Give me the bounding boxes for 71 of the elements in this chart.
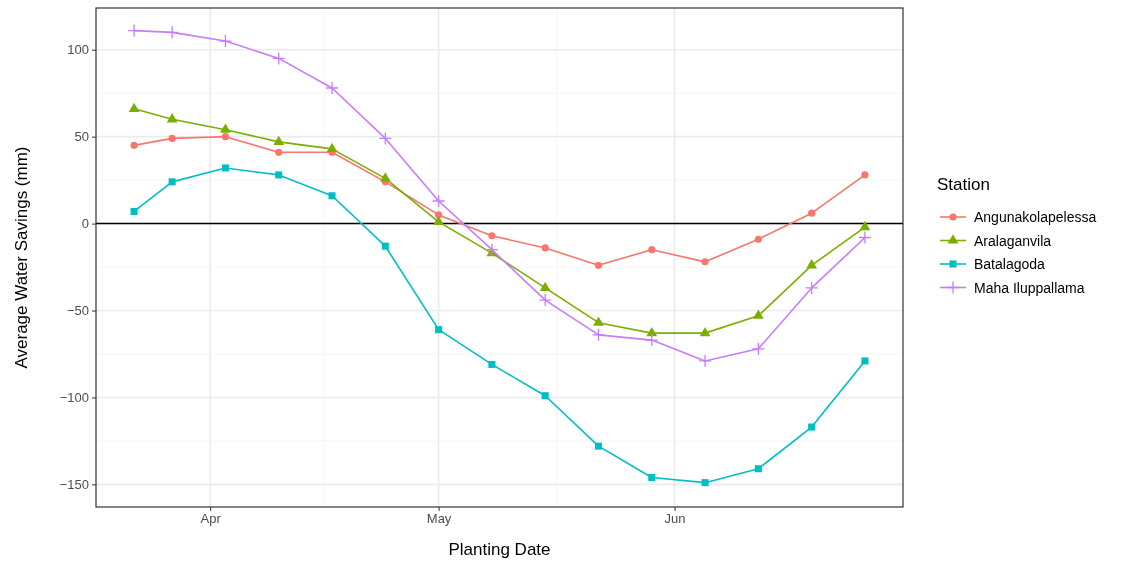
legend-label: Maha Iluppallama (974, 279, 1085, 296)
point (858, 230, 872, 245)
point (166, 113, 178, 123)
point (541, 392, 549, 400)
point (127, 23, 141, 38)
point (165, 25, 179, 39)
y-tick-label: 0 (81, 216, 89, 232)
x-tick-label: Jun (664, 511, 686, 527)
legend-label: Angunakolapelessa (974, 209, 1097, 225)
point (808, 423, 816, 431)
point (128, 102, 140, 112)
legend-label: Aralaganvila (974, 232, 1052, 249)
legend-label: Batalagoda (974, 256, 1046, 272)
point (861, 357, 869, 365)
point (168, 134, 176, 142)
point (701, 479, 709, 487)
x-tick-label: Apr (200, 511, 222, 527)
y-tick-label: −150 (59, 477, 89, 493)
y-tick-label: 50 (74, 129, 89, 145)
point (325, 81, 339, 95)
point (220, 123, 231, 133)
point (539, 281, 551, 292)
x-tick-label: May (426, 511, 452, 527)
point (272, 51, 286, 66)
point (804, 281, 819, 295)
point (379, 172, 391, 182)
point (431, 194, 446, 208)
point (221, 164, 229, 172)
point (591, 328, 606, 342)
point (130, 207, 138, 215)
point (648, 473, 656, 481)
point (646, 326, 658, 337)
point (751, 342, 765, 356)
point (645, 333, 659, 347)
x-axis-title: Planting Date (448, 540, 551, 559)
point (381, 242, 389, 250)
point (806, 259, 818, 269)
point (275, 171, 283, 179)
point (538, 293, 552, 307)
point (433, 215, 444, 225)
point (168, 178, 176, 186)
point (378, 131, 392, 146)
point (275, 148, 283, 156)
point (754, 235, 762, 243)
point (218, 34, 233, 48)
point (594, 442, 603, 450)
point (273, 135, 285, 145)
y-axis-title: Average Water Savings (mm) (12, 146, 31, 369)
point (859, 220, 871, 231)
point (698, 354, 712, 368)
point (593, 316, 604, 326)
point (808, 209, 816, 217)
legend-title: Station (937, 175, 990, 194)
point (699, 326, 711, 337)
point (594, 261, 603, 269)
point (435, 326, 443, 334)
point (488, 360, 496, 368)
point (326, 142, 338, 152)
point (701, 258, 709, 266)
point (328, 192, 336, 200)
point (754, 465, 762, 473)
y-tick-label: 100 (67, 42, 89, 58)
y-tick-label: −50 (66, 303, 89, 319)
y-tick-label: −100 (59, 390, 89, 406)
point (541, 244, 549, 252)
point (861, 171, 869, 179)
point (130, 141, 138, 149)
point (221, 133, 229, 141)
point (648, 246, 656, 254)
point (488, 232, 496, 240)
point (752, 309, 764, 319)
